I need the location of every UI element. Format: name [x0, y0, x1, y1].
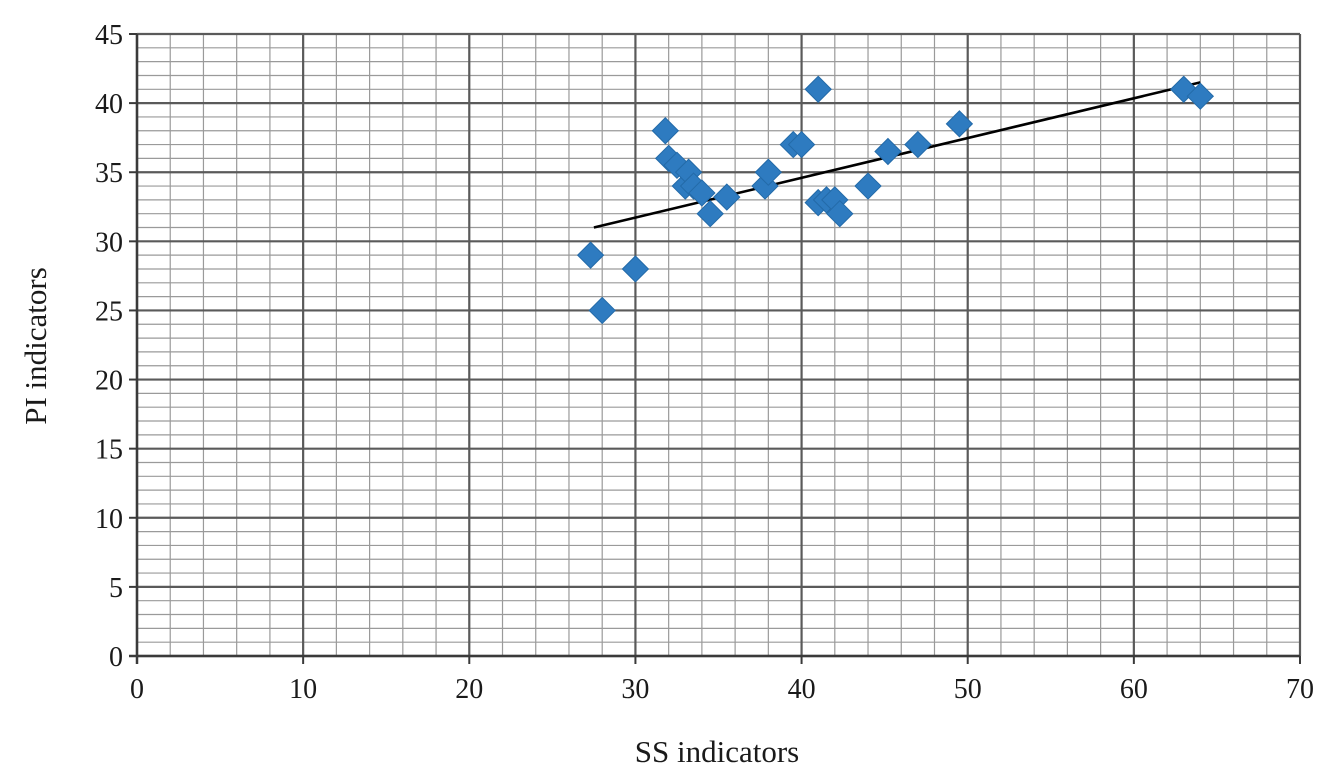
y-tick-label: 45 — [95, 20, 123, 51]
data-point — [576, 241, 605, 269]
x-tick-label: 30 — [621, 674, 649, 705]
x-tick-label: 60 — [1120, 674, 1148, 705]
grid-lines — [135, 32, 1302, 658]
x-tick-label: 70 — [1286, 674, 1314, 705]
x-tick-label: 10 — [289, 674, 317, 705]
y-tick-label: 15 — [95, 435, 123, 466]
y-tick-label: 0 — [109, 642, 123, 673]
data-point — [651, 117, 680, 145]
data-point — [713, 183, 741, 211]
y-tick-label: 35 — [95, 158, 123, 189]
data-point — [854, 172, 882, 200]
data-point — [787, 130, 816, 159]
data-point — [588, 296, 616, 325]
x-tick-labels: 0 10 20 30 40 50 60 70 — [130, 674, 1314, 705]
data-point — [826, 199, 854, 228]
data-point — [1186, 82, 1215, 110]
data-point — [804, 75, 832, 103]
data-point — [874, 137, 902, 166]
x-tick-label: 20 — [455, 674, 483, 705]
data-points — [576, 75, 1215, 325]
y-tick-label: 20 — [95, 366, 123, 397]
data-point — [945, 110, 974, 138]
y-axis-title: PI indicators — [18, 267, 53, 425]
y-tick-label: 30 — [95, 227, 123, 258]
data-point — [621, 255, 650, 283]
data-point — [754, 158, 783, 186]
x-tick-label: 50 — [954, 674, 982, 705]
y-tick-label: 40 — [95, 89, 123, 120]
y-tick-label: 25 — [95, 296, 123, 327]
data-point — [696, 199, 724, 228]
axes — [129, 33, 1301, 664]
x-axis-title: SS indicators — [635, 734, 799, 769]
data-point — [904, 130, 932, 159]
y-tick-labels: 0 5 10 15 20 25 30 35 40 45 — [95, 20, 123, 673]
y-tick-label: 5 — [109, 573, 123, 604]
y-tick-label: 10 — [95, 504, 123, 535]
x-tick-label: 0 — [130, 674, 144, 705]
data-point — [688, 179, 716, 207]
x-tick-label: 40 — [788, 674, 816, 705]
